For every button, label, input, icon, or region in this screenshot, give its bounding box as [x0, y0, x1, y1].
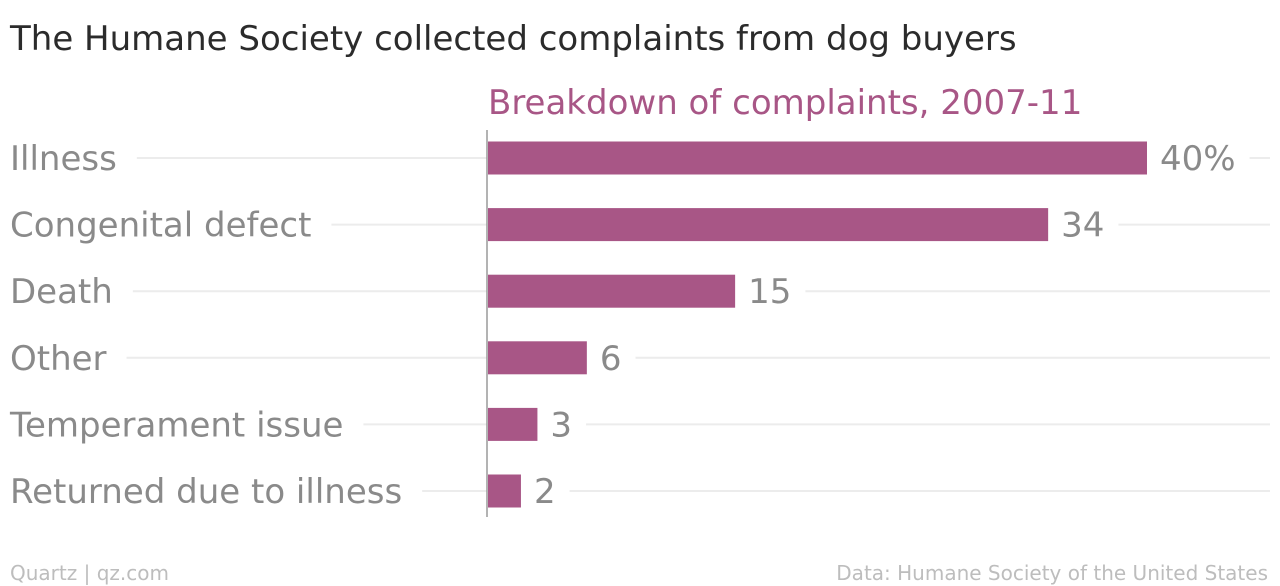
- value-labels: 40% 34 15 63 2: [534, 139, 1236, 512]
- chart-title: The Humane Society collected complaints …: [9, 19, 1017, 59]
- bar: [488, 208, 1049, 242]
- value-label: 3: [550, 405, 572, 445]
- bar: [488, 274, 736, 308]
- bars: [488, 141, 1147, 508]
- gridlines: [126, 157, 1270, 492]
- category-label: Congenital defect: [10, 206, 311, 246]
- category-label: Death: [10, 272, 113, 312]
- value-label: 15: [748, 272, 791, 312]
- value-label: 2: [534, 472, 556, 512]
- category-labels: Illness Congenital defect Death Other Temper…: [9, 139, 402, 512]
- category-label: Other: [10, 339, 107, 379]
- value-label: 40%: [1160, 139, 1236, 179]
- bar: [488, 407, 538, 441]
- category-label: Illness: [10, 139, 117, 179]
- category-label: Returned due to illness: [10, 472, 402, 512]
- value-label: 34: [1061, 206, 1104, 246]
- value-label: 6: [600, 339, 622, 379]
- bar: [488, 341, 587, 375]
- bar: [488, 141, 1147, 175]
- category-label: Temperament issue: [9, 405, 343, 445]
- footer-source-credit: Quartz | qz.com: [10, 561, 169, 585]
- chart-subtitle: Breakdown of complaints, 2007-11: [488, 83, 1082, 123]
- footer-data-credit: Data: Humane Society of the United State…: [836, 561, 1268, 585]
- bar: [488, 474, 521, 508]
